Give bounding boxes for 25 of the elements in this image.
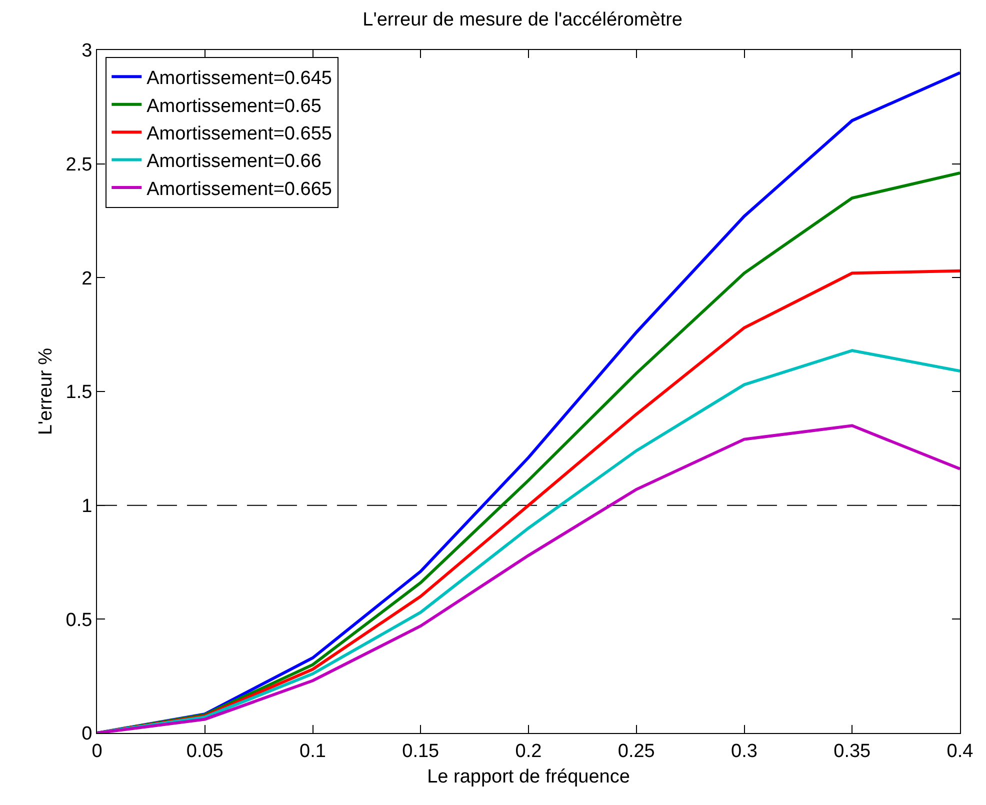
x-tick-label: 0.3	[731, 740, 758, 762]
x-tick-label: 0.1	[300, 740, 326, 762]
y-tick-label: 1.5	[66, 382, 92, 404]
legend-label: Amortissement=0.645	[146, 68, 332, 90]
legend-label: Amortissement=0.66	[146, 151, 322, 172]
y-tick-label: 0.5	[66, 610, 92, 631]
legend-label: Amortissement=0.665	[146, 178, 332, 200]
y-tick-label: 0	[82, 724, 92, 745]
x-axis-title: Le rapport de fréquence	[427, 766, 630, 788]
y-tick-label: 2.5	[66, 154, 92, 176]
y-axis-title: L'erreur %	[36, 348, 57, 436]
x-tick-label: 0.4	[946, 740, 974, 762]
x-tick-label: 0.2	[515, 740, 542, 762]
legend-label: Amortissement=0.65	[146, 96, 322, 117]
x-tick-label: 0.35	[834, 740, 871, 762]
x-tick-label: 0.05	[186, 740, 224, 762]
x-tick-label: 0.25	[618, 740, 655, 762]
y-tick-label: 1	[82, 496, 92, 517]
chart-title: L'erreur de mesure de l'accéléromètre	[362, 9, 683, 30]
x-tick-label: 0.15	[402, 740, 440, 762]
line-series	[97, 424, 960, 733]
y-tick-label: 2	[82, 268, 92, 290]
legend-label: Amortissement=0.655	[146, 123, 332, 144]
line-series	[97, 349, 960, 733]
y-tick-label: 3	[82, 40, 92, 62]
